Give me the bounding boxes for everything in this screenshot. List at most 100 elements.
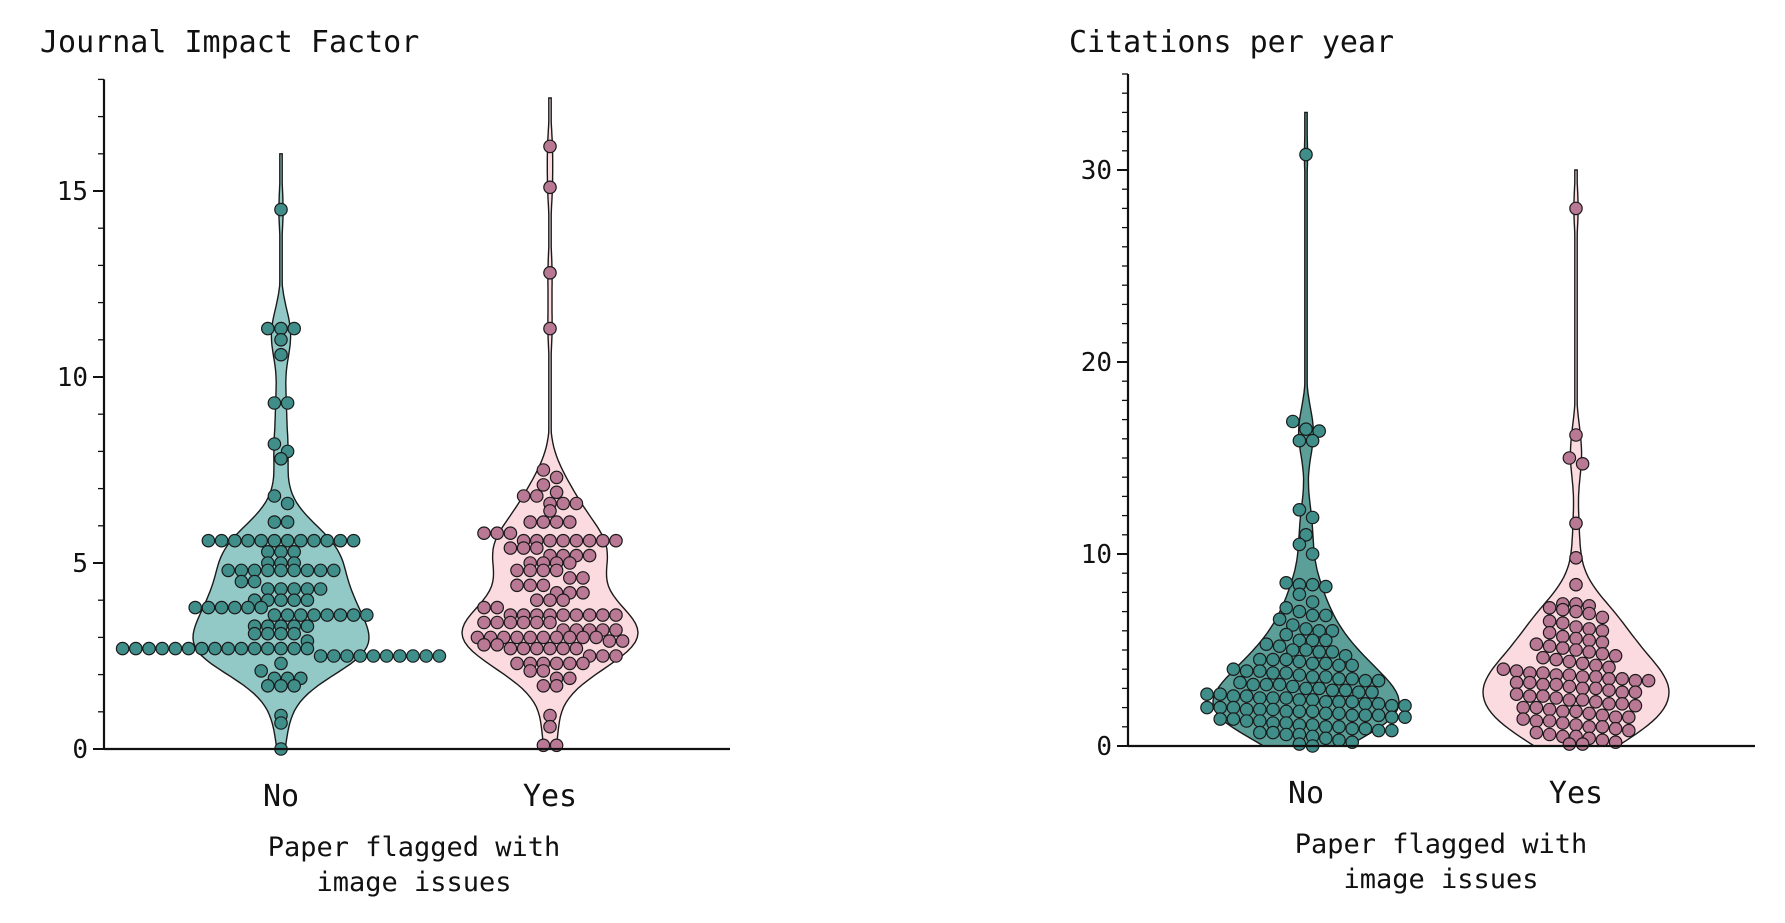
data-point-no <box>1213 712 1227 726</box>
data-point-no <box>1305 595 1320 609</box>
data-point-yes <box>1509 687 1524 701</box>
data-point-yes <box>1575 681 1590 696</box>
data-point-no <box>1239 689 1254 703</box>
x-category-label-no: No <box>263 779 299 814</box>
data-point-yes <box>1523 689 1537 703</box>
data-point-no <box>1371 673 1386 688</box>
data-point-yes <box>543 719 557 734</box>
data-point-yes <box>536 563 551 578</box>
data-point-no <box>1272 639 1287 653</box>
y-tick-label: 10 <box>1081 540 1112 570</box>
data-point-no <box>1332 719 1346 734</box>
data-point-no <box>287 641 301 656</box>
x-axis-label-line-1: Paper flagged with <box>268 832 561 863</box>
data-point-yes <box>576 630 590 645</box>
data-point-no <box>260 321 275 336</box>
data-point-yes <box>576 585 590 600</box>
data-point-no <box>1305 433 1320 448</box>
data-point-no <box>1279 691 1293 705</box>
data-point-yes <box>1602 696 1616 711</box>
data-point-no <box>188 600 202 615</box>
data-point-no <box>300 641 315 656</box>
data-point-yes <box>1556 716 1570 730</box>
data-point-yes <box>1542 702 1557 717</box>
data-point-no <box>320 533 334 548</box>
data-point-yes <box>1529 700 1544 715</box>
data-point-no <box>1239 714 1254 728</box>
data-point-no <box>1305 608 1320 623</box>
data-point-yes <box>549 630 564 645</box>
data-point-no <box>1286 414 1300 429</box>
data-point-no <box>1319 608 1333 623</box>
data-point-yes <box>615 634 630 648</box>
data-point-no <box>1385 698 1399 713</box>
data-point-no <box>1312 424 1326 438</box>
y-tick-label: 10 <box>57 363 88 393</box>
data-point-no <box>1385 710 1399 724</box>
data-point-no <box>1292 693 1307 707</box>
data-point-yes <box>569 641 584 656</box>
data-point-yes <box>1542 727 1557 742</box>
data-point-yes <box>549 470 564 485</box>
data-point-no <box>1292 737 1307 751</box>
axes: 0 10 20 30 <box>1081 73 1755 762</box>
data-point-no <box>1319 633 1333 648</box>
data-point-yes <box>1602 660 1616 675</box>
data-point-yes <box>582 548 597 563</box>
data-point-yes <box>1529 725 1544 740</box>
data-point-no <box>1358 696 1373 711</box>
data-point-no <box>1239 702 1254 717</box>
data-point-no <box>346 533 361 548</box>
data-point-yes <box>1575 670 1590 684</box>
data-point-no <box>287 563 301 578</box>
data-point-yes <box>1529 637 1544 651</box>
data-point-yes <box>1615 685 1629 699</box>
data-point-no <box>1246 677 1260 692</box>
data-point-yes <box>1562 451 1577 465</box>
data-point-yes <box>1602 683 1616 698</box>
data-point-yes <box>477 600 491 615</box>
data-point-no <box>129 641 143 656</box>
data-point-yes <box>595 608 610 622</box>
data-point-yes <box>1562 693 1577 707</box>
data-point-no <box>1226 689 1241 703</box>
data-point-yes <box>503 641 518 656</box>
data-point-yes <box>543 641 557 656</box>
data-point-no <box>353 649 367 663</box>
data-point-yes <box>589 630 603 645</box>
data-point-yes <box>1569 604 1583 619</box>
data-point-no <box>267 533 282 548</box>
data-point-yes <box>1536 677 1550 692</box>
data-point-no <box>1279 666 1293 680</box>
data-point-no <box>1253 691 1267 705</box>
data-point-no <box>260 563 275 578</box>
x-axis-label-line-2: image issues <box>1343 864 1538 895</box>
data-point-no <box>274 347 288 362</box>
data-point-no <box>1279 716 1293 730</box>
data-point-no <box>1332 733 1346 747</box>
data-point-no <box>221 563 235 578</box>
data-point-yes <box>1529 714 1544 728</box>
data-point-no <box>326 563 341 578</box>
data-point-no <box>181 641 196 656</box>
data-point-yes <box>529 615 544 630</box>
data-point-yes <box>1595 635 1610 650</box>
data-point-no <box>274 544 288 559</box>
data-point-yes <box>1549 677 1563 692</box>
data-point-no <box>1259 677 1274 692</box>
data-point-yes <box>543 533 557 548</box>
data-point-yes <box>1556 616 1570 630</box>
data-point-yes <box>609 533 623 548</box>
data-point-yes <box>516 615 531 630</box>
data-point-no <box>1292 668 1307 682</box>
data-point-yes <box>1595 610 1610 625</box>
data-point-yes <box>543 180 557 195</box>
data-point-no <box>287 544 301 559</box>
data-point-yes <box>576 656 590 671</box>
axes: 0 5 10 15 <box>57 78 730 765</box>
data-point-no <box>280 533 295 548</box>
data-point-no <box>274 321 288 336</box>
data-point-yes <box>523 630 537 645</box>
data-point-yes <box>1569 718 1583 732</box>
data-point-yes <box>503 541 518 555</box>
